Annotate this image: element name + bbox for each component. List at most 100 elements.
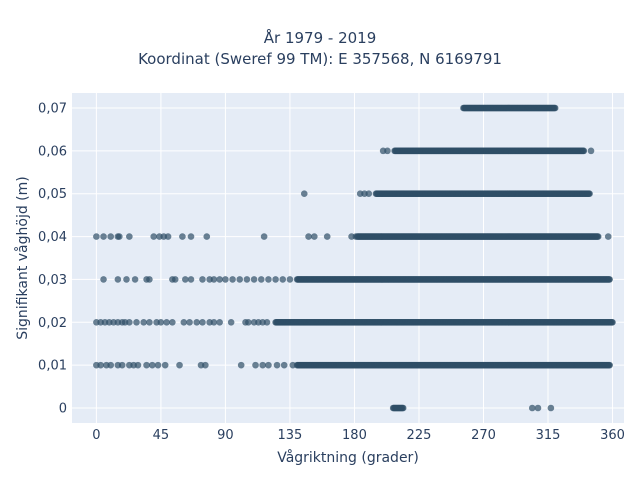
data-point	[289, 361, 297, 369]
data-point	[199, 276, 206, 283]
data-point	[123, 276, 130, 283]
chart-title-line-1: År 1979 - 2019	[263, 29, 377, 47]
data-point	[100, 233, 107, 240]
y-tick-label: 0,07	[38, 102, 67, 117]
y-tick-label: 0	[59, 402, 67, 417]
data-point	[143, 361, 150, 369]
data-point	[126, 233, 133, 240]
data-point	[257, 276, 265, 283]
data-point	[534, 404, 542, 412]
data-point	[399, 404, 407, 412]
data-point	[311, 233, 318, 240]
chart-title-line-2: Koordinat (Sweref 99 TM): E 357568, N 61…	[138, 50, 502, 68]
data-point	[263, 318, 271, 326]
x-tick-label: 0	[92, 428, 100, 443]
data-point	[279, 276, 287, 283]
data-point	[272, 276, 279, 283]
x-tick-label: 180	[342, 428, 367, 443]
data-point	[216, 318, 223, 326]
data-point	[179, 233, 186, 240]
data-point	[384, 147, 391, 155]
data-point	[93, 233, 100, 240]
data-point	[580, 147, 588, 155]
data-point	[180, 318, 188, 326]
data-point	[176, 361, 183, 369]
data-point	[227, 318, 235, 326]
data-point	[265, 361, 272, 369]
data-point	[187, 276, 195, 283]
data-point	[528, 404, 536, 412]
data-point	[252, 361, 259, 369]
y-tick-label: 0,02	[38, 316, 67, 331]
data-point	[365, 190, 373, 198]
data-point	[118, 361, 126, 369]
data-point	[116, 233, 123, 240]
data-point	[171, 276, 179, 283]
data-point	[222, 276, 229, 283]
data-point	[107, 361, 115, 369]
data-point	[148, 361, 156, 369]
y-tick-label: 0,04	[38, 230, 67, 245]
data-point	[150, 233, 158, 240]
data-point	[606, 276, 613, 283]
data-point	[193, 318, 201, 326]
x-tick-label: 360	[600, 428, 625, 443]
data-point	[186, 318, 193, 326]
plot-area	[72, 93, 624, 423]
data-point	[134, 361, 142, 369]
data-point	[169, 318, 176, 326]
x-tick-label: 90	[217, 428, 234, 443]
data-point	[203, 233, 211, 240]
data-point	[161, 361, 169, 369]
data-point	[157, 318, 165, 326]
x-tick-label: 270	[471, 428, 496, 443]
data-points	[93, 104, 616, 412]
x-axis-label: Vågriktning (grader)	[277, 449, 419, 466]
data-point	[594, 233, 602, 240]
y-tick-label: 0,03	[38, 273, 67, 288]
data-point	[609, 318, 616, 326]
data-point	[154, 361, 162, 369]
tick-labels: 0 45 90 135 180 225 270 315 360 0 0,01 0,02 0,03 0,04…	[38, 102, 625, 444]
data-point	[229, 276, 236, 283]
y-axis-label: Signifikant våghöjd (m)	[14, 176, 31, 339]
data-point	[100, 276, 107, 283]
data-point	[587, 147, 595, 155]
y-tick-label: 0,05	[38, 187, 67, 202]
data-point	[586, 190, 593, 198]
data-point	[181, 276, 189, 283]
data-point	[146, 276, 153, 283]
data-point	[216, 276, 223, 283]
data-point	[126, 318, 133, 326]
data-point	[243, 276, 251, 283]
y-tick-label: 0,06	[38, 144, 67, 159]
data-point	[265, 276, 272, 283]
data-point	[551, 104, 559, 112]
data-point	[305, 233, 312, 240]
data-point	[202, 361, 209, 369]
data-point	[107, 233, 115, 240]
data-point	[97, 361, 104, 369]
data-point	[352, 233, 360, 240]
data-point	[547, 404, 555, 412]
data-point	[260, 233, 268, 240]
data-point	[164, 233, 172, 240]
y-tick-label: 0,01	[38, 359, 67, 374]
x-tick-label: 135	[278, 428, 303, 443]
data-point	[140, 318, 147, 326]
data-point	[133, 318, 140, 326]
data-point	[286, 276, 294, 283]
data-point	[280, 361, 288, 369]
data-point	[114, 276, 122, 283]
data-point	[259, 361, 266, 369]
data-point	[300, 190, 308, 198]
data-point	[237, 361, 245, 369]
data-point	[273, 361, 281, 369]
data-point	[146, 318, 153, 326]
data-point	[131, 276, 139, 283]
data-point	[606, 361, 613, 369]
data-point	[163, 318, 170, 326]
data-point	[210, 318, 218, 326]
x-tick-label: 225	[407, 428, 432, 443]
